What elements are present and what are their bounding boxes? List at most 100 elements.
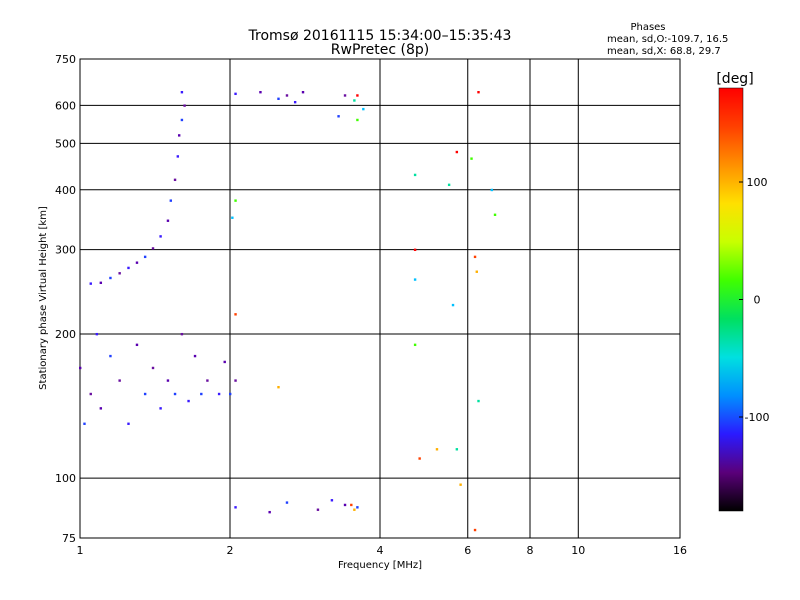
data-point [173, 178, 177, 182]
data-point [187, 399, 190, 403]
y-tick-label: 600 [55, 99, 76, 112]
data-point [362, 107, 365, 111]
data-point [159, 235, 162, 238]
data-point [447, 183, 451, 187]
y-tick-label: 200 [55, 328, 76, 341]
data-point [356, 118, 359, 122]
data-point [413, 248, 417, 252]
data-point [127, 266, 130, 270]
data-point [217, 392, 221, 396]
data-point [455, 150, 459, 154]
data-point [176, 155, 180, 158]
data-point [455, 448, 459, 451]
data-point [475, 270, 478, 273]
y-tick-label: 400 [55, 184, 76, 197]
x-tick-label: 4 [377, 544, 384, 557]
x-tick-label: 16 [673, 544, 687, 557]
data-point [330, 499, 334, 502]
data-point [127, 422, 130, 425]
data-point [95, 332, 99, 336]
data-point [473, 528, 477, 532]
data-point [109, 354, 112, 358]
x-axis-label: Frequency [MHz] [338, 560, 422, 571]
data-point [268, 510, 271, 514]
data-point [316, 508, 320, 511]
y-tick-label: 75 [62, 532, 76, 545]
data-point [435, 448, 439, 451]
data-point [200, 392, 203, 396]
data-point [231, 216, 234, 219]
y-axis-label: Stationary phase Virtual Height [km] [38, 206, 49, 390]
data-point [180, 90, 184, 94]
data-point [151, 247, 155, 250]
x-tick-label: 6 [464, 544, 471, 557]
data-point [343, 94, 347, 97]
stats-o-mode: mean, sd,O:-109.7, 16.5 [607, 34, 728, 45]
data-point [135, 261, 139, 264]
data-point [229, 392, 232, 396]
data-point [79, 366, 82, 370]
data-point [177, 134, 181, 137]
data-point [356, 94, 359, 97]
data-point [234, 92, 237, 96]
data-point [135, 343, 139, 347]
data-point [109, 276, 112, 280]
data-point [337, 115, 340, 118]
colorbar-label: [deg] [716, 71, 753, 87]
chart-subtitle: RwPretec (8p) [331, 42, 429, 58]
data-point [180, 332, 184, 336]
data-point [350, 503, 353, 507]
data-point [493, 213, 497, 216]
x-axis-ticks: 1 2 4 6 8 10 16 [77, 544, 688, 557]
data-point [285, 94, 289, 97]
data-point [118, 272, 121, 275]
colorbar-ticks: 100 0 -100 [739, 176, 769, 424]
data-point [418, 457, 421, 460]
data-point [343, 503, 347, 507]
data-point [89, 282, 92, 285]
data-point [166, 219, 170, 222]
y-tick-label: 750 [55, 53, 76, 66]
data-point [234, 379, 237, 382]
data-point [193, 354, 197, 358]
data-point [451, 303, 455, 307]
data-point [277, 97, 280, 100]
chart-title: Tromsø 20161115 15:34:00–15:35:43 [248, 28, 512, 44]
y-tick-label: 300 [55, 244, 76, 257]
data-point [83, 422, 86, 425]
y-axis-ticks: 75 100 200 300 400 500 600 750 [55, 53, 76, 545]
data-point [490, 188, 494, 192]
x-tick-label: 1 [77, 544, 84, 557]
data-point [169, 199, 173, 202]
data-point [183, 104, 186, 107]
colorbar-tick-label: -100 [745, 411, 770, 424]
data-point [413, 173, 417, 177]
data-point [223, 360, 226, 364]
data-point [159, 407, 162, 410]
plot-area [79, 58, 681, 539]
data-point [206, 379, 209, 382]
stats-heading: Phases [630, 22, 665, 33]
data-point [301, 90, 305, 94]
data-point [473, 255, 477, 259]
data-point [470, 157, 473, 160]
x-tick-label: 2 [227, 544, 234, 557]
data-point [413, 278, 417, 281]
data-point [234, 199, 237, 202]
data-point [413, 343, 417, 347]
data-point [234, 506, 237, 509]
data-point [143, 255, 147, 259]
stats-x-mode: mean, sd,X: 68.8, 29.7 [607, 46, 721, 57]
data-point [477, 399, 480, 403]
data-point [459, 483, 462, 486]
data-point [277, 385, 280, 389]
data-point [353, 99, 356, 102]
data-point [356, 506, 359, 509]
data-point [166, 379, 170, 382]
data-point [99, 281, 103, 285]
x-tick-label: 8 [527, 544, 534, 557]
data-point [143, 392, 147, 396]
data-points [79, 90, 497, 532]
data-point [151, 366, 155, 370]
